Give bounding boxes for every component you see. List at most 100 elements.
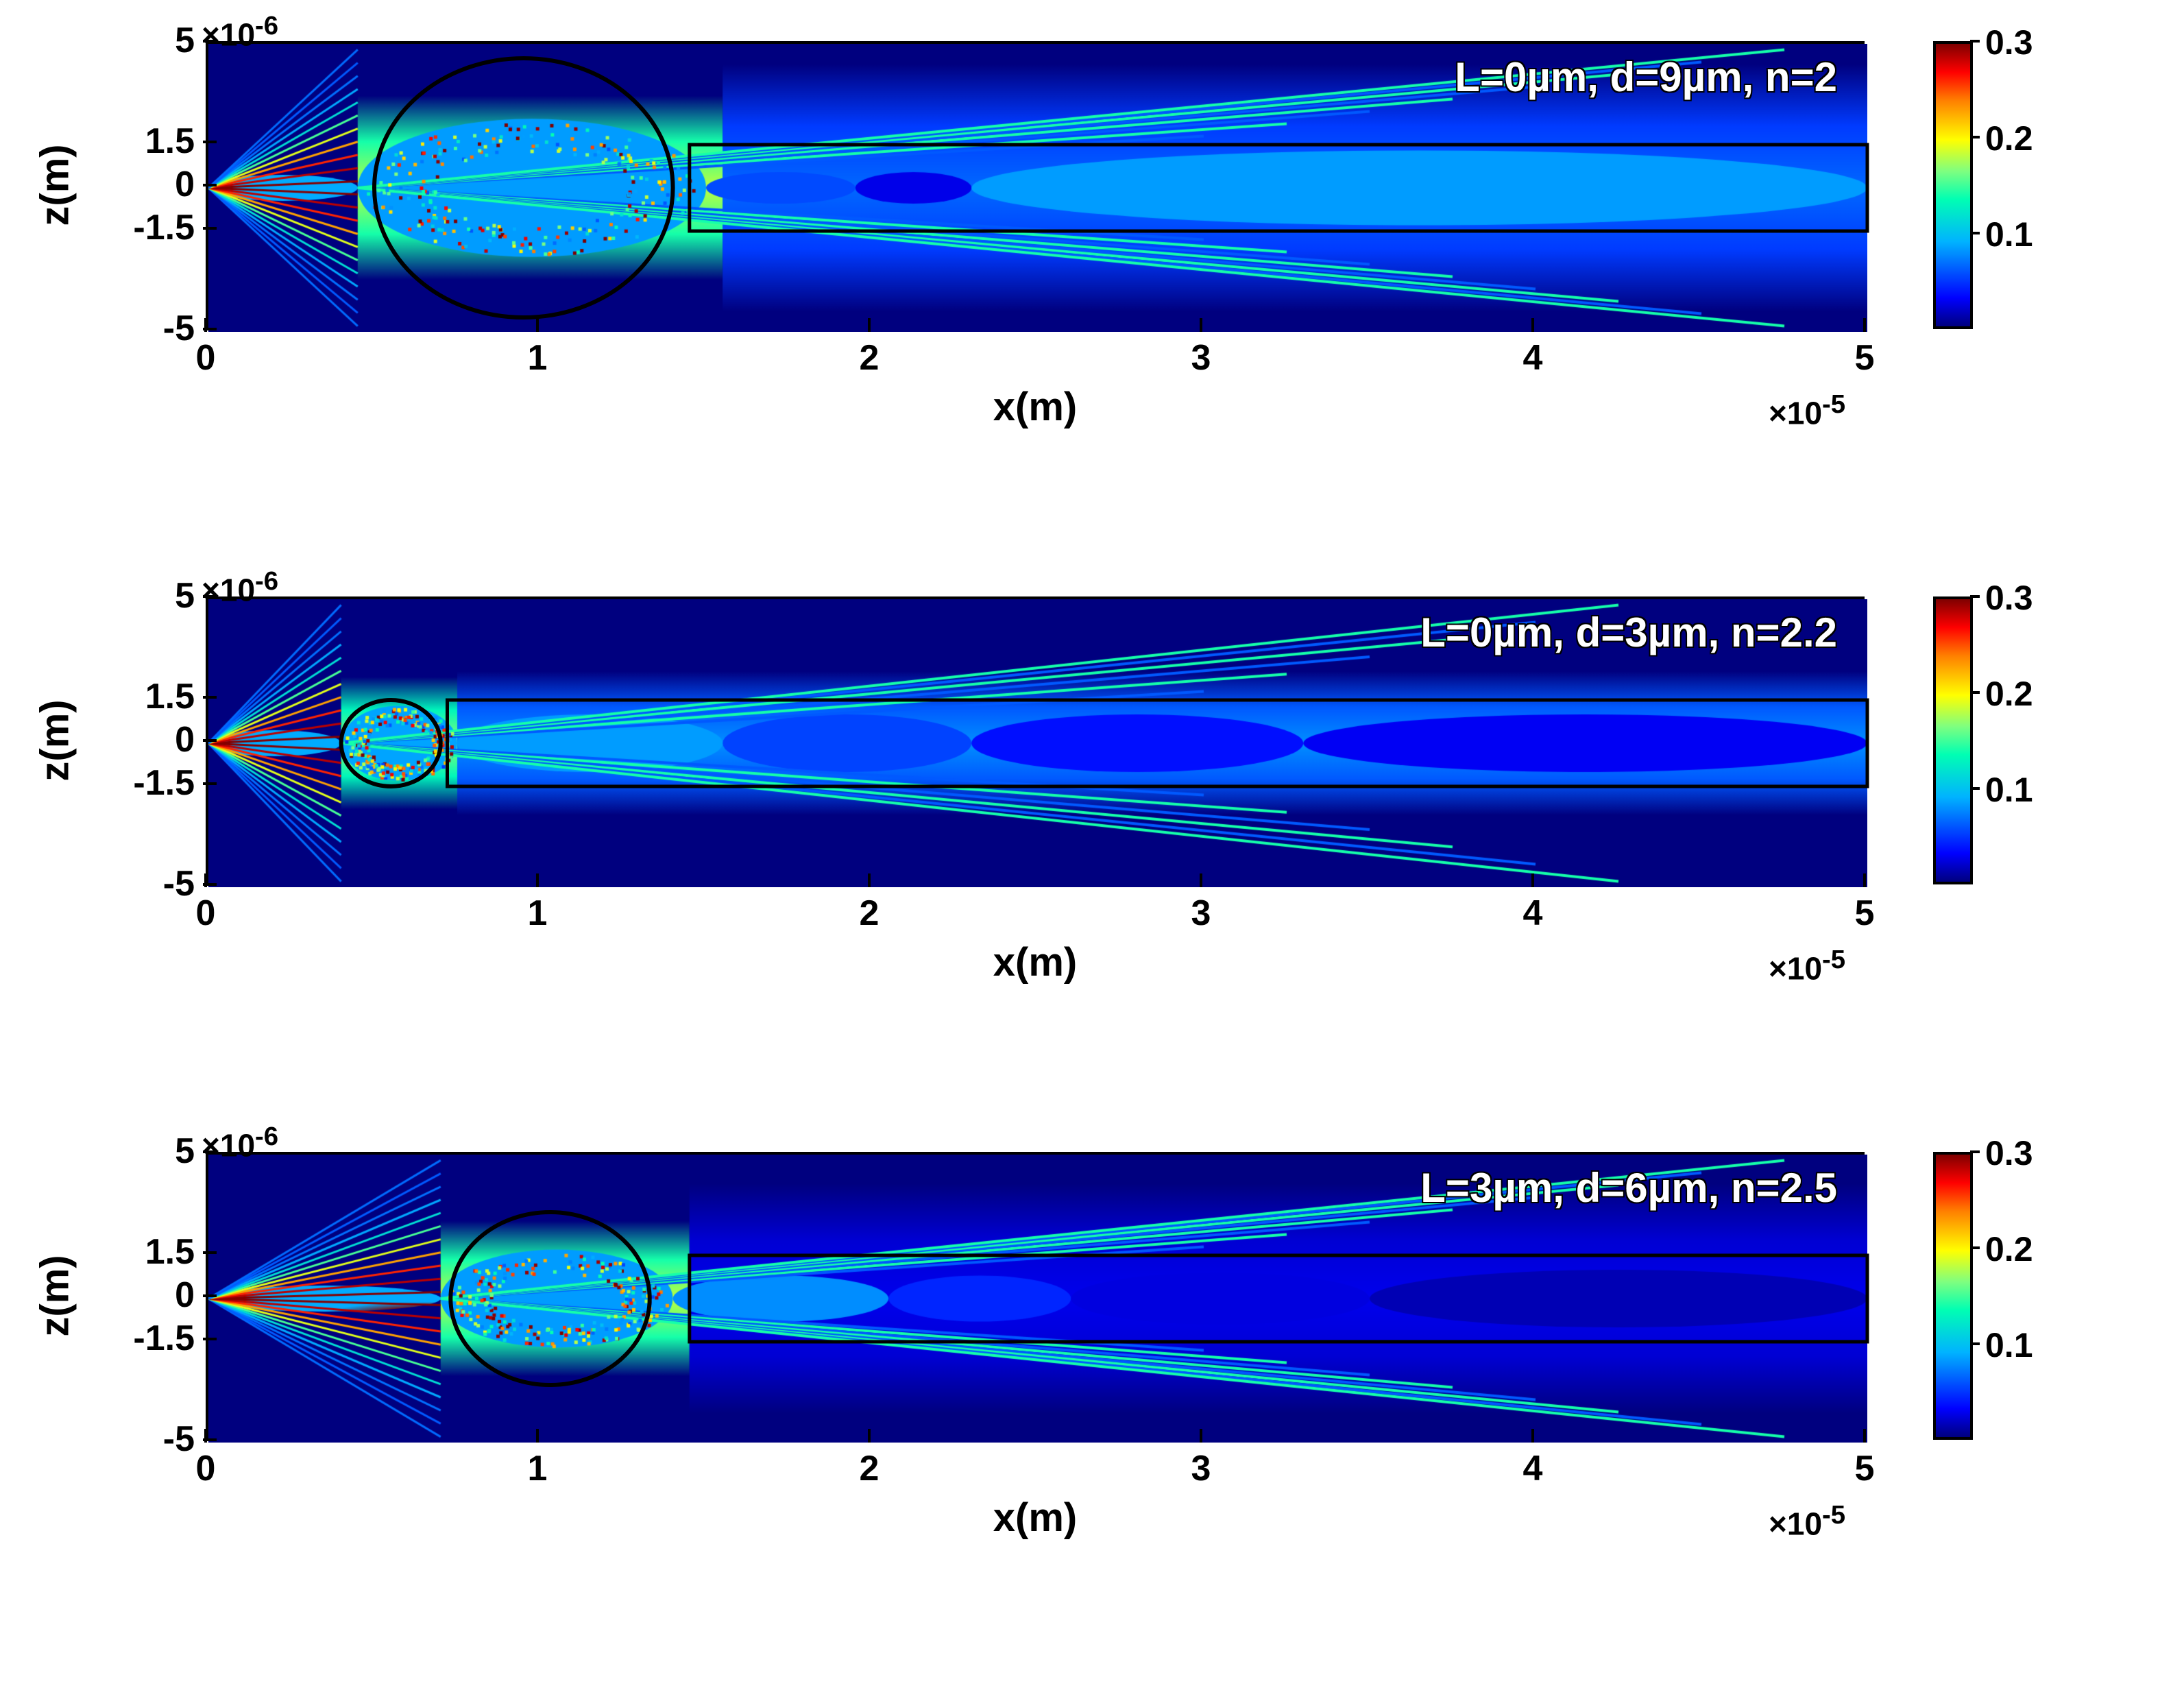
x-axis-label: x(m) [993,384,1077,430]
xtick [1200,1429,1202,1443]
x-axis-exponent: ×10-5 [1769,389,1845,431]
ytick [203,1294,217,1297]
colorbar-tick-label: 0.3 [1985,1133,2033,1173]
xtick-label: 4 [1523,893,1543,934]
x-axis-label: x(m) [993,1495,1077,1541]
xtick-label: 2 [860,337,879,378]
ytick [203,739,217,742]
colorbar-tick [1970,40,1980,43]
ytick [203,141,217,143]
colorbar-tick-label: 0.3 [1985,23,2033,62]
y-axis-label: z(m) [32,144,78,226]
colorbar-tick-label: 0.2 [1985,674,2033,714]
colorbar-tick [1970,1342,1980,1345]
ytick [203,1251,217,1254]
xtick-label: 5 [1855,893,1875,934]
xtick-label: 0 [196,893,216,934]
colorbar-tick-label: 0.2 [1985,119,2033,158]
panel-annotation: L=3µm, d=6µm, n=2.5 [1420,1164,1837,1211]
ytick-label: -1.5 [133,1318,195,1359]
ytick-label: 5 [175,20,195,61]
colorbar-tick-label: 0.3 [1985,578,2033,618]
colorbar-tick-label: 0.1 [1985,1325,2033,1365]
colorbar-tick [1970,691,1980,694]
colorbar [1933,596,1973,884]
xtick [1531,318,1534,332]
y-axis-label: z(m) [32,1255,78,1336]
xtick-label: 3 [1191,1448,1211,1489]
ytick-label: -5 [163,863,195,904]
xtick [1200,318,1202,332]
ytick-label: -1.5 [133,207,195,248]
xtick [1531,873,1534,887]
xtick [204,873,207,887]
xtick [1200,873,1202,887]
x-axis-exponent: ×10-5 [1769,945,1845,987]
ytick [203,696,217,699]
xtick [1863,1429,1866,1443]
y-axis-exponent: ×10-6 [202,1122,278,1163]
ytick-label: -1.5 [133,762,195,804]
xtick [536,1429,539,1443]
ytick-label: 0 [175,719,195,760]
colorbar-tick [1970,1246,1980,1249]
xtick [204,318,207,332]
xtick [536,318,539,332]
colorbar-tick-label: 0.1 [1985,215,2033,254]
colorbar [1933,41,1973,329]
xtick-label: 2 [860,893,879,934]
ytick [203,184,217,186]
y-axis-exponent: ×10-6 [202,566,278,608]
x-axis-label: x(m) [993,939,1077,985]
xtick [1863,873,1866,887]
ytick-label: 5 [175,1131,195,1172]
xtick [204,1429,207,1443]
y-axis-exponent: ×10-6 [202,11,278,53]
ytick [203,1338,217,1340]
ytick [203,40,217,43]
xtick-label: 5 [1855,337,1875,378]
panel-annotation: L=0µm, d=9µm, n=2 [1455,53,1837,101]
colorbar-gradient [1936,44,1970,326]
ytick-label: 1.5 [145,121,195,162]
ytick-label: -5 [163,1419,195,1460]
xtick-label: 3 [1191,337,1211,378]
colorbar-tick-label: 0.2 [1985,1229,2033,1269]
colorbar-tick [1970,1150,1980,1153]
xtick [1531,1429,1534,1443]
xtick-label: 1 [528,893,548,934]
colorbar-gradient [1936,1155,1970,1437]
ytick [203,227,217,230]
ytick-label: 1.5 [145,1231,195,1273]
ytick [203,595,217,598]
x-axis-exponent: ×10-5 [1769,1500,1845,1542]
xtick-label: 2 [860,1448,879,1489]
ytick-label: 5 [175,575,195,616]
xtick-label: 1 [528,337,548,378]
ytick-label: 0 [175,164,195,205]
colorbar [1933,1152,1973,1440]
ytick-label: -5 [163,308,195,349]
colorbar-tick [1970,595,1980,598]
colorbar-tick [1970,787,1980,790]
ytick [203,782,217,785]
xtick-label: 5 [1855,1448,1875,1489]
panel-annotation: L=0µm, d=3µm, n=2.2 [1420,609,1837,656]
xtick [1863,318,1866,332]
figure: L=0µm, d=9µm, n=2×10-6-5-1.501.55z(m)012… [0,0,2184,1688]
colorbar-tick-label: 0.1 [1985,770,2033,810]
xtick-label: 4 [1523,337,1543,378]
ytick-label: 1.5 [145,676,195,717]
ytick [203,1150,217,1153]
xtick [868,318,871,332]
ytick-label: 0 [175,1275,195,1316]
xtick-label: 0 [196,1448,216,1489]
xtick [868,873,871,887]
xtick [536,873,539,887]
y-axis-label: z(m) [32,699,78,781]
xtick-label: 1 [528,1448,548,1489]
xtick-label: 4 [1523,1448,1543,1489]
colorbar-tick [1970,232,1980,234]
xtick-label: 0 [196,337,216,378]
colorbar-tick [1970,136,1980,138]
